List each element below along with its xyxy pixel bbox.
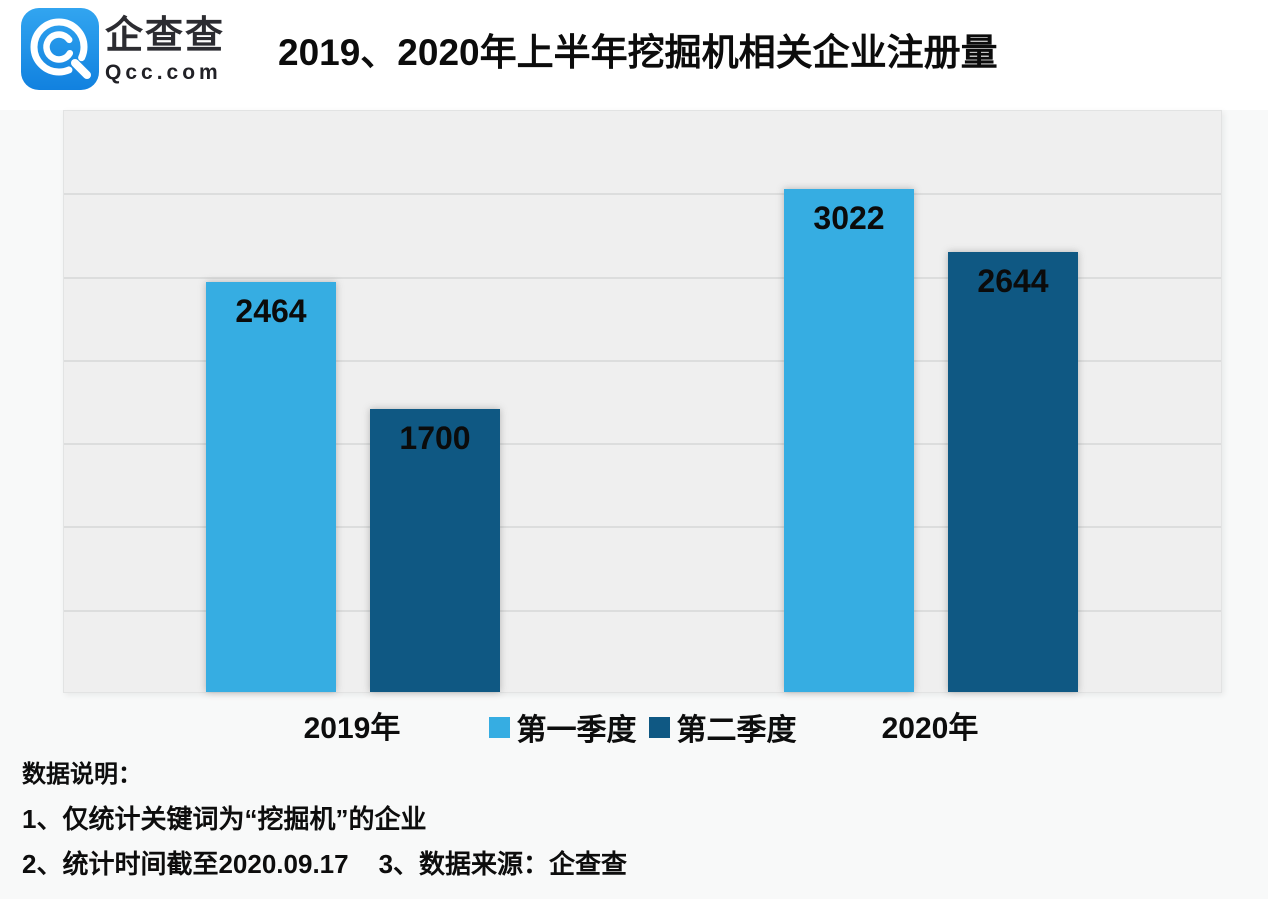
notes-section: 数据说明： 1、仅统计关键词为“挖掘机”的企业 2、统计时间截至2020.09.… bbox=[22, 760, 1222, 880]
legend-item-q1: 第一季度 bbox=[488, 705, 637, 749]
note-line-3: 3、数据来源：企查查 bbox=[378, 849, 628, 879]
bar-value-label: 3022 bbox=[813, 200, 885, 236]
gridline bbox=[64, 526, 1221, 529]
x-axis-label-2019: 2019年 bbox=[303, 712, 401, 745]
bar-2020-q1: 3022 bbox=[784, 189, 914, 692]
gridline bbox=[64, 443, 1221, 446]
gridline bbox=[64, 193, 1221, 196]
chart-title: 2019、2020年上半年挖掘机相关企业注册量 bbox=[278, 32, 998, 73]
legend-label-q1: 第一季度 bbox=[516, 714, 637, 747]
note-line-2-3: 2、统计时间截至2020.09.17 3、数据来源：企查查 bbox=[22, 848, 1222, 880]
legend-swatch-q2 bbox=[648, 716, 670, 738]
gridline bbox=[64, 276, 1221, 279]
bar-2019-q2: 1700 bbox=[370, 409, 500, 692]
gridline bbox=[64, 609, 1221, 612]
legend-label-q2: 第二季度 bbox=[676, 714, 797, 747]
axis-row: 2019年 第一季度 第二季度 2020年 bbox=[0, 703, 1268, 755]
plot-area: 2464 1700 3022 2644 bbox=[63, 110, 1222, 693]
bar-value-label: 2644 bbox=[977, 263, 1049, 299]
x-axis-label-2020: 2020年 bbox=[881, 712, 979, 745]
logo-text: 企查查 Qcc.com bbox=[105, 8, 225, 90]
bar-value-label: 1700 bbox=[399, 420, 471, 456]
legend-item-q2: 第二季度 bbox=[648, 705, 797, 749]
bar-2019-q1: 2464 bbox=[206, 282, 336, 692]
note-line-1: 1、仅统计关键词为“挖掘机”的企业 bbox=[22, 804, 427, 834]
bar-value-label: 2464 bbox=[235, 293, 307, 329]
legend: 第一季度 第二季度 bbox=[63, 705, 1222, 749]
header: 企查查 Qcc.com 2019、2020年上半年挖掘机相关企业注册量 bbox=[0, 0, 1268, 110]
bar-2020-q2: 2644 bbox=[948, 252, 1078, 692]
qcc-magnifier-icon bbox=[21, 8, 99, 90]
note-line-2: 2、统计时间截至2020.09.17 bbox=[22, 849, 349, 879]
qcc-logo: 企查查 Qcc.com bbox=[21, 8, 225, 90]
notes-heading: 数据说明： bbox=[22, 761, 142, 788]
legend-swatch-q1 bbox=[488, 716, 510, 738]
gridline bbox=[64, 359, 1221, 362]
brand-domain: Qcc.com bbox=[105, 61, 222, 84]
brand-name: 企查查 bbox=[105, 15, 226, 57]
